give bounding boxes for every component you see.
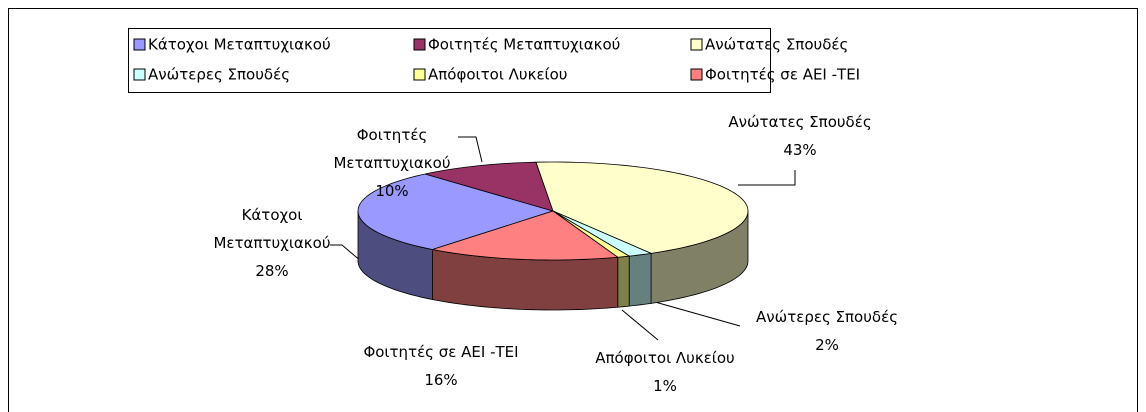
data-label-value: 16% <box>424 371 458 389</box>
data-label: Κάτοχοι Μεταπτυχιακού 28% <box>207 201 337 285</box>
legend-box <box>128 28 771 93</box>
legend-label: Ανώτατες Σπουδές <box>705 36 848 54</box>
legend-label: Φοιτητές Μεταπτυχιακού <box>428 36 620 54</box>
legend-swatch <box>133 68 146 81</box>
legend-label: Κάτοχοι Μεταπτυχιακού <box>148 36 331 54</box>
data-label-name: Φοιτητές σε ΑΕΙ -ΤΕΙ <box>363 343 519 361</box>
data-label-name: Ανώτερες Σπουδές <box>756 308 898 326</box>
data-label-name: Φοιτητές Μεταπτυχιακού <box>333 126 451 172</box>
pie-slice-side <box>617 255 630 308</box>
legend-swatch <box>690 38 703 51</box>
leader-line <box>738 170 796 186</box>
data-label-name: Απόφοιτοι Λυκείου <box>595 349 735 367</box>
pie-slice-side <box>628 252 652 307</box>
data-label-value: 28% <box>255 262 289 280</box>
pie-slice <box>424 161 554 212</box>
pie-slice <box>535 161 749 254</box>
leader-line <box>330 244 363 263</box>
legend-swatch <box>413 38 426 51</box>
leader-line <box>621 309 659 341</box>
data-label: Ανώτατες Σπουδές 43% <box>728 108 871 164</box>
data-label-name: Κάτοχοι Μεταπτυχιακού <box>213 206 331 252</box>
data-label: Απόφοιτοι Λυκείου 1% <box>595 344 735 400</box>
data-label: Φοιτητές Μεταπτυχιακού 10% <box>317 121 467 205</box>
pie-slice <box>357 173 555 250</box>
data-label-value: 43% <box>783 141 817 159</box>
data-label: Ανώτερες Σπουδές 2% <box>756 303 898 359</box>
data-label-value: 1% <box>653 377 677 395</box>
legend-label: Απόφοιτοι Λυκείου <box>428 66 568 84</box>
legend-swatch <box>133 38 146 51</box>
data-label-name: Ανώτατες Σπουδές <box>728 113 872 131</box>
leader-line <box>458 136 483 163</box>
legend-swatch <box>690 68 703 81</box>
legend-swatch <box>413 68 426 81</box>
leader-line <box>647 299 741 327</box>
data-label: Φοιτητές σε ΑΕΙ -ΤΕΙ 16% <box>363 338 518 394</box>
data-label-value: 2% <box>815 336 839 354</box>
legend-label: Ανώτερες Σπουδές <box>148 66 290 84</box>
chart-frame <box>8 8 1138 412</box>
legend-label: Φοιτητές σε ΑΕΙ -ΤΕΙ <box>705 66 860 84</box>
data-label-value: 10% <box>375 182 409 200</box>
pie-slice <box>432 210 619 261</box>
